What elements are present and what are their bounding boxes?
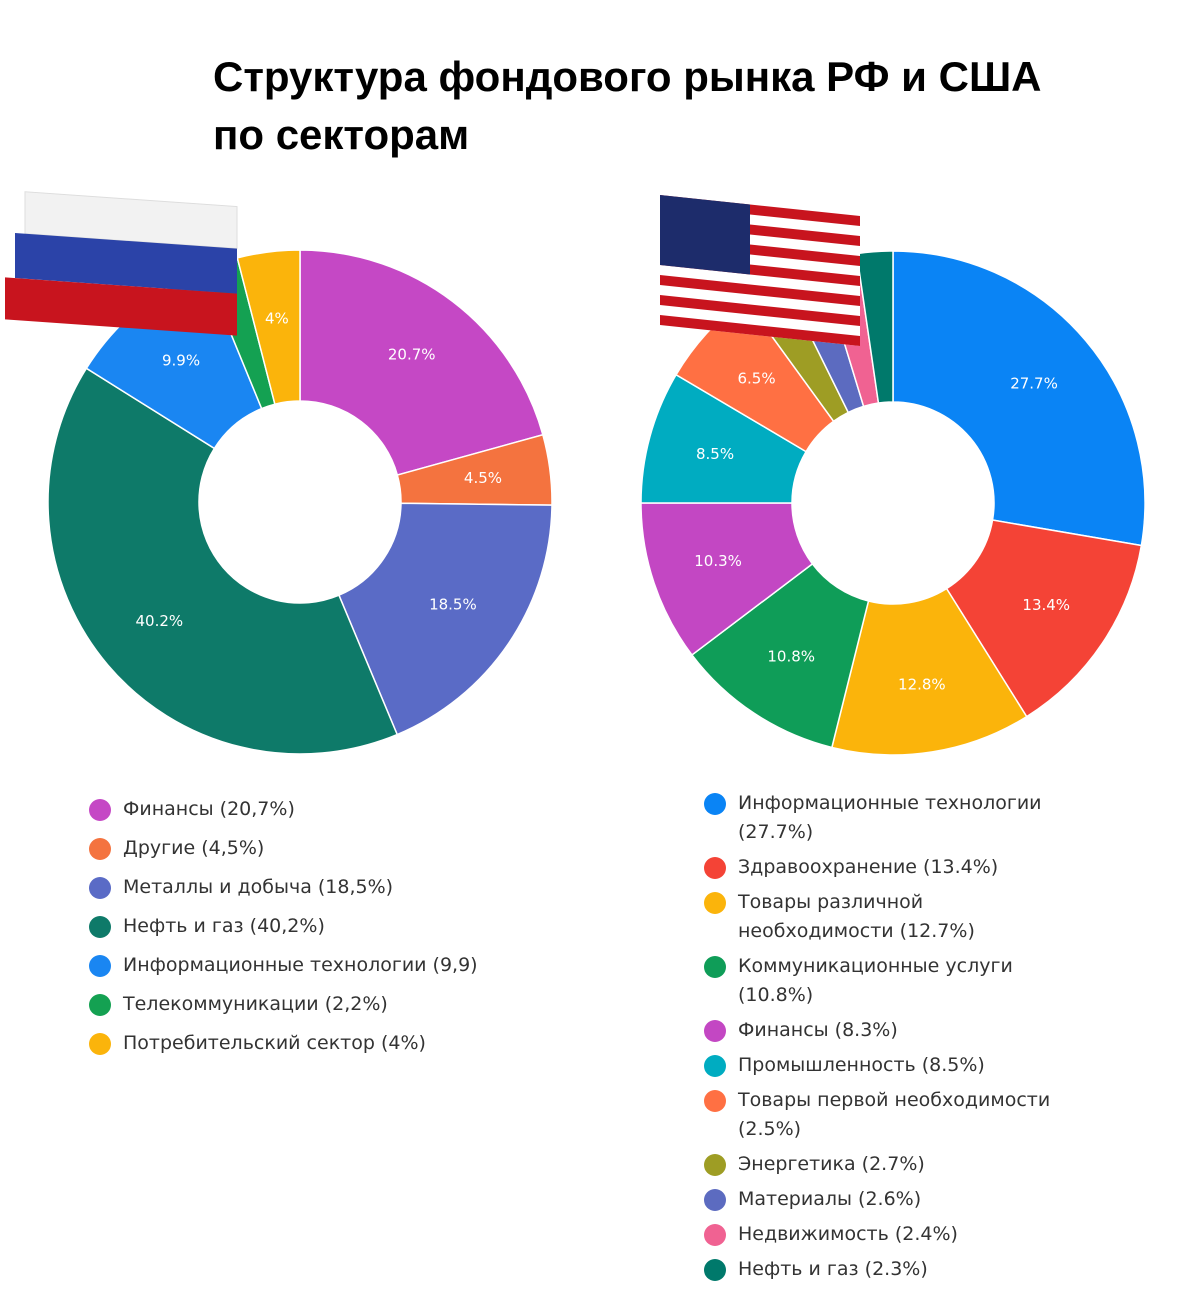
chart-title: Структура фондового рынка РФ и США по се… [213,53,1042,158]
russia-flag [5,191,238,336]
legend-item: Нефть и газ (40,2%) [89,912,478,941]
legend-marker [89,1033,111,1055]
legend-label: Коммуникационные услуги (10.8%) [738,955,1013,1006]
legend-item: Энергетика (2.7%) [704,1150,1074,1179]
data-label: 10.3% [694,552,742,570]
data-label: 9.9% [162,351,200,369]
usa-flag [660,195,860,347]
legend-label: Телекоммуникации (2,2%) [123,993,388,1015]
legend-label: Информационные технологии (27.7%) [738,792,1042,843]
legend-marker [89,877,111,899]
legend-marker [704,1259,726,1281]
legend-item: Здравоохранение (13.4%) [704,853,1074,882]
legend-label: Финансы (20,7%) [123,798,295,820]
legend-label: Металлы и добыча (18,5%) [123,876,394,898]
legend-label: Материалы (2.6%) [738,1188,922,1210]
data-label: 27.7% [1010,375,1058,393]
data-label: 10.8% [767,647,815,665]
data-label: 6.5% [737,369,775,387]
slice [47,367,399,755]
legend-label: Энергетика (2.7%) [738,1153,925,1175]
legend-marker [704,1224,726,1246]
data-label: 12.8% [898,676,946,694]
legend-label: Здравоохранение (13.4%) [738,856,999,878]
slice [855,250,894,404]
legend: Финансы (20,7%) Другие (4,5%) Металлы и до… [89,795,478,1068]
legend-item: Нефть и газ (2.3%) [704,1255,1074,1284]
legend-marker [704,1020,726,1042]
data-label: 13.4% [1022,596,1070,614]
slice [945,519,1143,718]
legend-marker [704,857,726,879]
legend-label: Потребительский сектор (4%) [123,1032,426,1054]
legend-label: Финансы (8.3%) [738,1019,898,1041]
slice [299,249,544,476]
legend-label: Промышленность (8.5%) [738,1054,985,1076]
legend-label: Нефть и газ (2.3%) [738,1258,928,1280]
slice [640,502,814,656]
data-label: 4% [265,309,289,327]
legend: Информационные технологии (27.7%) Здравоо… [704,789,1074,1290]
slice [236,249,301,406]
legend-marker [89,916,111,938]
legend-item: Недвижимость (2.4%) [704,1220,1074,1249]
legend-marker [89,838,111,860]
legend-marker [704,892,726,914]
slice [830,587,1028,756]
legend-item: Телекоммуникации (2,2%) [89,990,478,1019]
legend-label: Информационные технологии (9,9) [123,954,478,976]
legend-item: Финансы (20,7%) [89,795,478,824]
legend-label: Нефть и газ (40,2%) [123,915,325,937]
legend-label: Недвижимость (2.4%) [738,1223,958,1245]
legend-marker [704,1154,726,1176]
data-label: 4.5% [464,469,502,487]
legend-marker [89,994,111,1016]
legend-item: Материалы (2.6%) [704,1185,1074,1214]
legend-item: Металлы и добыча (18,5%) [89,873,478,902]
legend-marker [89,955,111,977]
data-label: 20.7% [388,346,436,364]
data-label: 8.5% [696,445,734,463]
legend-item: Потребительский сектор (4%) [89,1029,478,1058]
legend-item: Товары различной необходимости (12.7%) [704,888,1074,946]
slice [337,502,553,736]
legend-item: Товары первой необходимости (2.5%) [704,1086,1074,1144]
legend-marker [704,1189,726,1211]
data-label: 40.2% [136,612,184,630]
legend-item: Информационные технологии (27.7%) [704,789,1074,847]
legend-item: Информационные технологии (9,9) [89,951,478,980]
legend-item: Финансы (8.3%) [704,1016,1074,1045]
legend-marker [89,799,111,821]
legend-item: Коммуникационные услуги (10.8%) [704,952,1074,1010]
legend-marker [704,1090,726,1112]
legend-label: Товары различной необходимости (12.7%) [738,891,975,942]
legend-label: Товары первой необходимости (2.5%) [738,1089,1051,1140]
legend-marker [704,956,726,978]
legend-marker [704,1055,726,1077]
legend-label: Другие (4,5%) [123,837,265,859]
legend-item: Промышленность (8.5%) [704,1051,1074,1080]
slice [892,250,1146,547]
legend-marker [704,793,726,815]
data-label: 18.5% [429,596,477,614]
legend-item: Другие (4,5%) [89,834,478,863]
